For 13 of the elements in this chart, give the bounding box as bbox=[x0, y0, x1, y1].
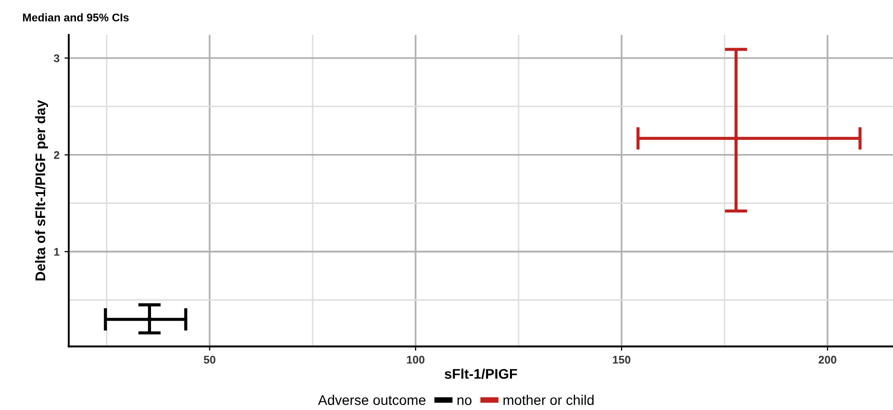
y-axis-title: Delta of sFlt-1/PIGF per day bbox=[35, 100, 48, 280]
y-tick-label: 3 bbox=[54, 54, 60, 62]
x-tick-label: 100 bbox=[407, 356, 424, 364]
x-tick-label: 150 bbox=[612, 356, 630, 364]
chart-title: Median and 95% CIs bbox=[23, 13, 129, 22]
y-tick-label: 2 bbox=[54, 151, 60, 159]
legend-title: Adverse outcome bbox=[318, 394, 426, 406]
x-axis-title: sFlt-1/PIGF bbox=[444, 368, 518, 379]
x-tick-label: 50 bbox=[204, 356, 216, 364]
legend-label: no bbox=[458, 397, 472, 406]
legend-label: mother or child bbox=[504, 394, 594, 406]
y-tick-label: 1 bbox=[54, 248, 60, 256]
x-tick-label: 200 bbox=[818, 356, 836, 364]
